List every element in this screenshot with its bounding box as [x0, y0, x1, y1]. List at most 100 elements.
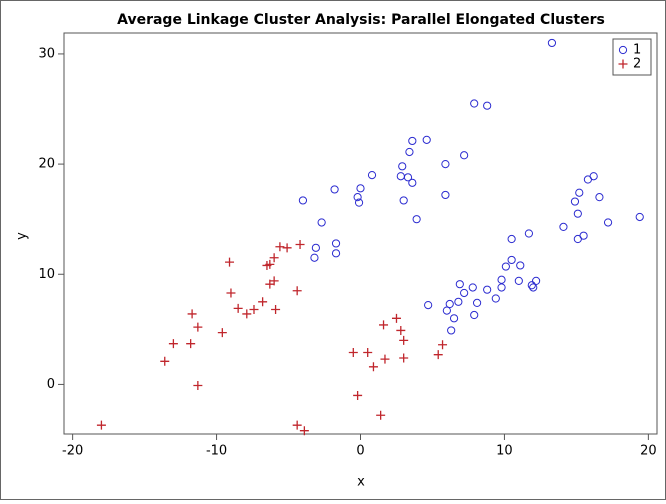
- point: [408, 136, 417, 146]
- point: [282, 243, 292, 253]
- point: [449, 314, 459, 323]
- point: [441, 190, 450, 200]
- point: [331, 239, 341, 248]
- point: [455, 280, 464, 289]
- point: [595, 193, 604, 202]
- y-tick-label: 10: [38, 267, 55, 282]
- point: [187, 309, 197, 319]
- point: [348, 347, 358, 357]
- y-tick-label: 30: [38, 46, 55, 61]
- point: [405, 147, 414, 157]
- x-tick-label: -20: [62, 444, 83, 459]
- x-tick-label: 20: [640, 444, 657, 459]
- point: [524, 229, 534, 238]
- point: [399, 196, 408, 205]
- point: [497, 283, 506, 292]
- point: [583, 175, 593, 184]
- point: [575, 188, 584, 197]
- point: [271, 305, 281, 315]
- point: [507, 255, 516, 265]
- point: [265, 259, 275, 269]
- point: [460, 151, 469, 160]
- point: [367, 171, 377, 180]
- point: [470, 99, 479, 108]
- point: [547, 38, 557, 48]
- point: [317, 218, 326, 227]
- point: [399, 353, 409, 363]
- point: [531, 276, 541, 285]
- point: [483, 285, 492, 294]
- point: [507, 234, 516, 244]
- point: [258, 297, 268, 307]
- point: [376, 410, 386, 420]
- point: [193, 322, 203, 332]
- point: [527, 281, 536, 290]
- point: [447, 326, 456, 335]
- point: [516, 261, 525, 270]
- point: [193, 381, 203, 391]
- point: [310, 253, 319, 262]
- point: [356, 184, 365, 193]
- point: [442, 306, 451, 315]
- point: [353, 390, 363, 400]
- point: [399, 335, 409, 345]
- legend-label: 1: [633, 43, 641, 58]
- point: [298, 196, 308, 205]
- point: [445, 299, 454, 309]
- point: [379, 320, 389, 330]
- x-tick-label: 0: [356, 444, 364, 459]
- point: [354, 198, 364, 207]
- legend-label: 2: [633, 57, 641, 72]
- point: [96, 420, 106, 430]
- point: [573, 209, 582, 218]
- point: [269, 276, 279, 286]
- point: [408, 178, 417, 187]
- point: [438, 340, 448, 350]
- point: [292, 420, 302, 430]
- point: [226, 288, 236, 298]
- point: [217, 328, 227, 338]
- point: [292, 286, 302, 296]
- point: [497, 275, 506, 284]
- y-tick-label: 20: [38, 157, 55, 172]
- x-tick-label: -10: [206, 444, 227, 459]
- point: [468, 283, 477, 292]
- point: [368, 362, 378, 372]
- point: [514, 276, 523, 285]
- y-axis-label: y: [15, 232, 30, 240]
- point: [559, 222, 568, 231]
- point: [483, 101, 492, 110]
- point: [398, 162, 407, 171]
- point: [403, 173, 413, 182]
- point: [454, 297, 463, 306]
- point: [412, 215, 421, 224]
- point: [501, 262, 510, 271]
- point: [460, 288, 469, 298]
- point: [242, 309, 252, 319]
- point: [635, 212, 644, 222]
- point: [186, 339, 196, 349]
- point: [422, 135, 431, 144]
- point: [570, 197, 580, 206]
- point: [391, 313, 401, 323]
- x-axis-label: x: [357, 475, 365, 490]
- point: [491, 294, 500, 303]
- point: [470, 310, 479, 320]
- legend-box: [612, 38, 652, 76]
- point: [225, 257, 235, 267]
- point: [380, 354, 390, 364]
- point: [424, 301, 433, 310]
- point: [396, 325, 406, 335]
- point: [353, 193, 362, 202]
- point: [168, 339, 178, 349]
- chart-title: Average Linkage Cluster Analysis: Parall…: [117, 12, 605, 28]
- point: [330, 185, 339, 194]
- point: [441, 159, 450, 169]
- legend-marker: [618, 59, 628, 69]
- point: [269, 253, 279, 263]
- point: [275, 242, 285, 252]
- point: [603, 218, 613, 227]
- point: [295, 240, 305, 250]
